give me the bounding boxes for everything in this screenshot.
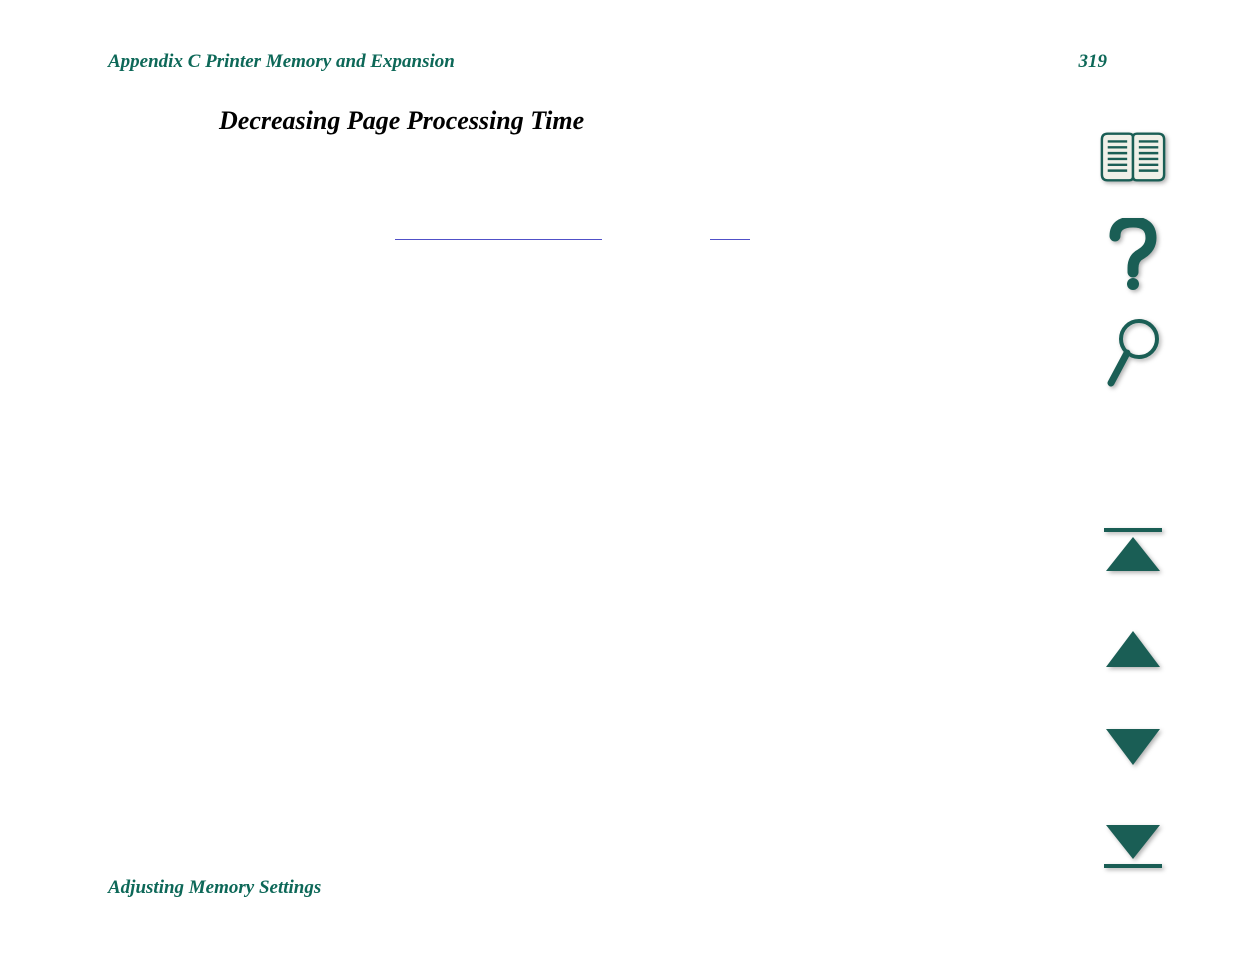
prev-page-icon[interactable]	[1098, 620, 1168, 678]
next-page-icon[interactable]	[1098, 718, 1168, 776]
footer-section-text: Adjusting Memory Settings	[108, 877, 321, 899]
navigation-sidebar	[1095, 128, 1170, 874]
section-title: Decreasing Page Processing Time	[219, 106, 584, 136]
last-page-icon[interactable]	[1098, 816, 1168, 874]
search-icon[interactable]	[1098, 324, 1168, 382]
page-number: 319	[1079, 51, 1108, 73]
help-icon[interactable]	[1098, 226, 1168, 284]
first-page-icon[interactable]	[1098, 522, 1168, 580]
hyperlink-underline-2[interactable]	[710, 239, 750, 240]
hyperlink-underline-1[interactable]	[395, 239, 602, 240]
book-icon[interactable]	[1098, 128, 1168, 186]
appendix-header: Appendix C Printer Memory and Expansion	[108, 51, 455, 73]
